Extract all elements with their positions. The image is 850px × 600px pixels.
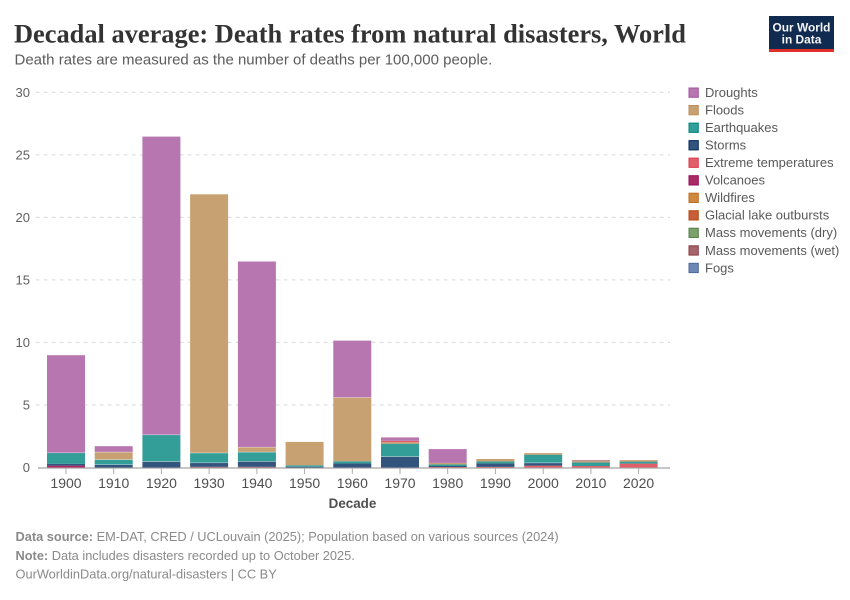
- svg-text:Note: Data includes disasters: Note: Data includes disasters recorded u…: [16, 548, 355, 563]
- svg-text:10: 10: [16, 335, 30, 350]
- svg-text:in Data: in Data: [782, 32, 822, 46]
- svg-text:1940: 1940: [241, 475, 272, 491]
- svg-text:15: 15: [16, 272, 30, 287]
- svg-text:1970: 1970: [384, 475, 415, 491]
- svg-text:20: 20: [16, 210, 30, 225]
- svg-text:30: 30: [16, 85, 30, 100]
- svg-text:Death rates are measured as th: Death rates are measured as the number o…: [15, 52, 493, 69]
- svg-text:2020: 2020: [623, 475, 654, 491]
- svg-text:1920: 1920: [146, 475, 177, 491]
- svg-text:Mass movements (wet): Mass movements (wet): [705, 243, 839, 258]
- svg-text:Storms: Storms: [705, 138, 747, 153]
- svg-text:5: 5: [23, 398, 30, 413]
- svg-text:Mass movements (dry): Mass movements (dry): [705, 225, 837, 240]
- svg-text:Data source: EM-DAT, CRED / UC: Data source: EM-DAT, CRED / UCLouvain (2…: [16, 529, 559, 544]
- svg-text:Our World: Our World: [773, 20, 831, 34]
- svg-text:Glacial lake outbursts: Glacial lake outbursts: [705, 208, 830, 223]
- svg-text:2000: 2000: [528, 475, 559, 491]
- svg-text:1960: 1960: [337, 475, 368, 491]
- svg-text:0: 0: [23, 460, 30, 475]
- svg-text:1950: 1950: [289, 475, 320, 491]
- svg-text:Volcanoes: Volcanoes: [705, 173, 765, 188]
- svg-text:Floods: Floods: [705, 103, 745, 118]
- svg-text:2010: 2010: [575, 475, 606, 491]
- svg-text:Wildfires: Wildfires: [705, 190, 755, 205]
- svg-text:Droughts: Droughts: [705, 85, 758, 100]
- svg-text:1900: 1900: [50, 475, 81, 491]
- svg-text:OurWorldinData.org/natural-dis: OurWorldinData.org/natural-disasters | C…: [16, 567, 278, 582]
- svg-text:25: 25: [16, 147, 30, 162]
- svg-text:Decade: Decade: [329, 496, 377, 511]
- svg-text:Earthquakes: Earthquakes: [705, 120, 778, 135]
- svg-text:1930: 1930: [194, 475, 225, 491]
- svg-text:1980: 1980: [432, 475, 463, 491]
- svg-text:Fogs: Fogs: [705, 260, 734, 275]
- svg-text:1910: 1910: [98, 475, 129, 491]
- svg-text:Extreme temperatures: Extreme temperatures: [705, 155, 834, 170]
- svg-text:Decadal average: Death rates f: Decadal average: Death rates from natura…: [14, 19, 686, 49]
- svg-text:1990: 1990: [480, 475, 511, 491]
